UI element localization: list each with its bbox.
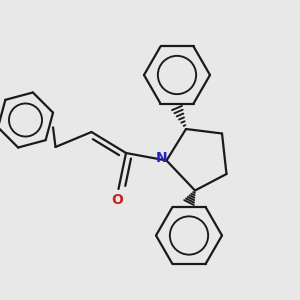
- Text: O: O: [111, 194, 123, 207]
- Text: N: N: [155, 151, 167, 164]
